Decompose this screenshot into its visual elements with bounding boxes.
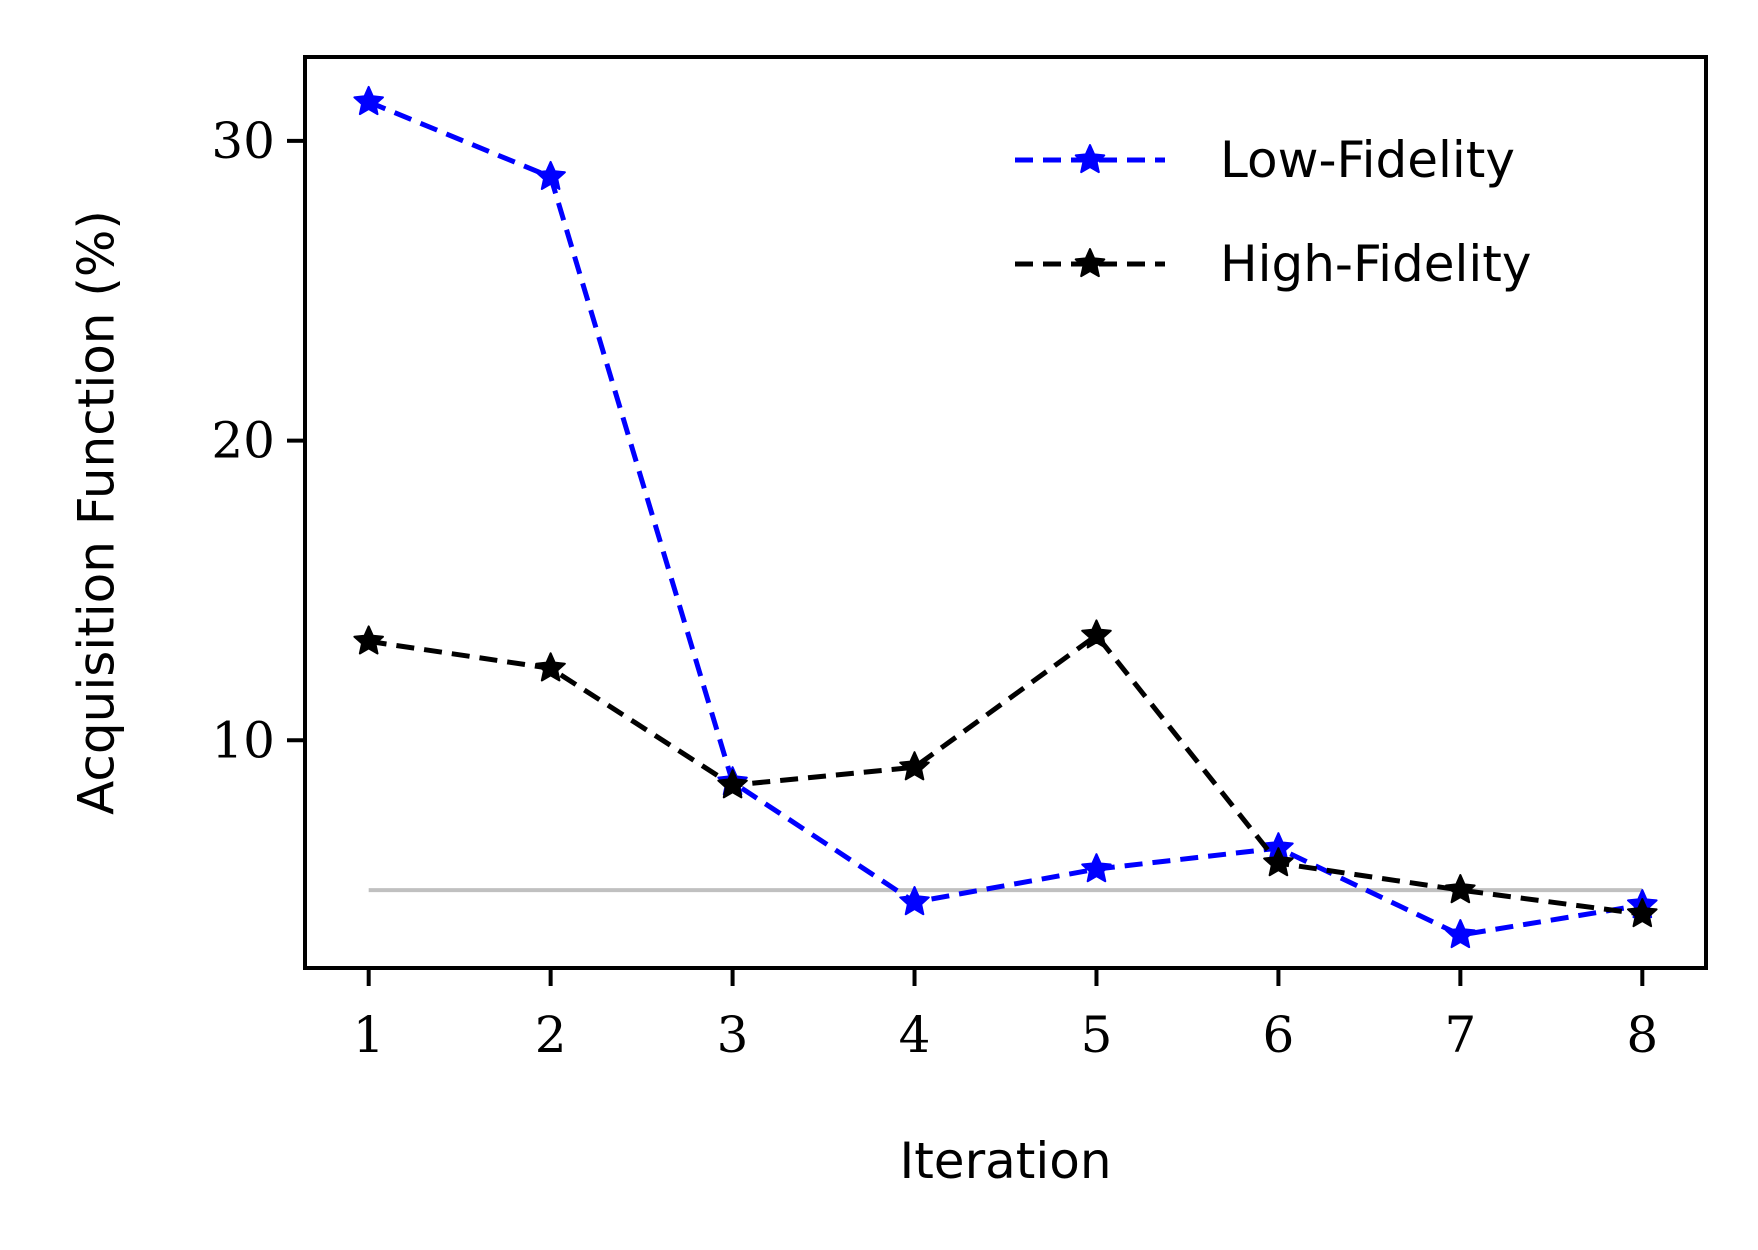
x-tick-label: 1 (353, 1006, 385, 1064)
plot-background (305, 57, 1706, 968)
series-0-point (353, 85, 384, 116)
plot-area (305, 57, 1706, 968)
x-tick-label: 8 (1626, 1006, 1658, 1064)
series-1-point (717, 769, 748, 799)
x-axis-label: Iteration (899, 1132, 1111, 1190)
legend-label: Low-Fidelity (1220, 131, 1515, 189)
x-tick-label: 4 (899, 1006, 931, 1064)
series-0-line (367, 99, 1643, 938)
legend-swatch-marker (1074, 144, 1106, 174)
axes-layer: 1 2 3 4 5 6 7 8 10 20 30 (211, 55, 1708, 1064)
y-tick-label: 30 (211, 112, 275, 170)
series-1-point (1081, 619, 1112, 649)
series-0-point (1445, 919, 1476, 949)
y-tick-label: 20 (211, 412, 275, 470)
series-1 (353, 619, 1658, 928)
legend-swatch-marker (1074, 248, 1106, 278)
x-tick-label: 6 (1263, 1006, 1295, 1064)
series-0-point (899, 886, 930, 916)
series-1-point (1445, 874, 1476, 904)
series-0-point (535, 160, 566, 190)
legend-entry-1: High-Fidelity (1015, 235, 1531, 293)
x-tick-label: 5 (1081, 1006, 1113, 1064)
series-layer (353, 85, 1658, 949)
series-1-point (899, 751, 930, 781)
x-tick-label: 2 (535, 1006, 567, 1064)
legend-label: High-Fidelity (1220, 235, 1531, 293)
axes-frame (303, 55, 1708, 970)
series-1-point (1263, 847, 1294, 877)
y-axis-label: Acquisition Function (%) (68, 210, 126, 815)
legend-entry-0: Low-Fidelity (1015, 131, 1515, 189)
series-1-point (1627, 898, 1658, 928)
series-0-point (1081, 853, 1112, 883)
series-1-point (353, 625, 384, 655)
y-tick-label: 10 (211, 711, 275, 769)
legend: Low-Fidelity High-Fidelity (1015, 131, 1531, 293)
series-1-point (535, 652, 566, 682)
x-tick-label: 3 (717, 1006, 749, 1064)
x-tick-label: 7 (1444, 1006, 1476, 1064)
